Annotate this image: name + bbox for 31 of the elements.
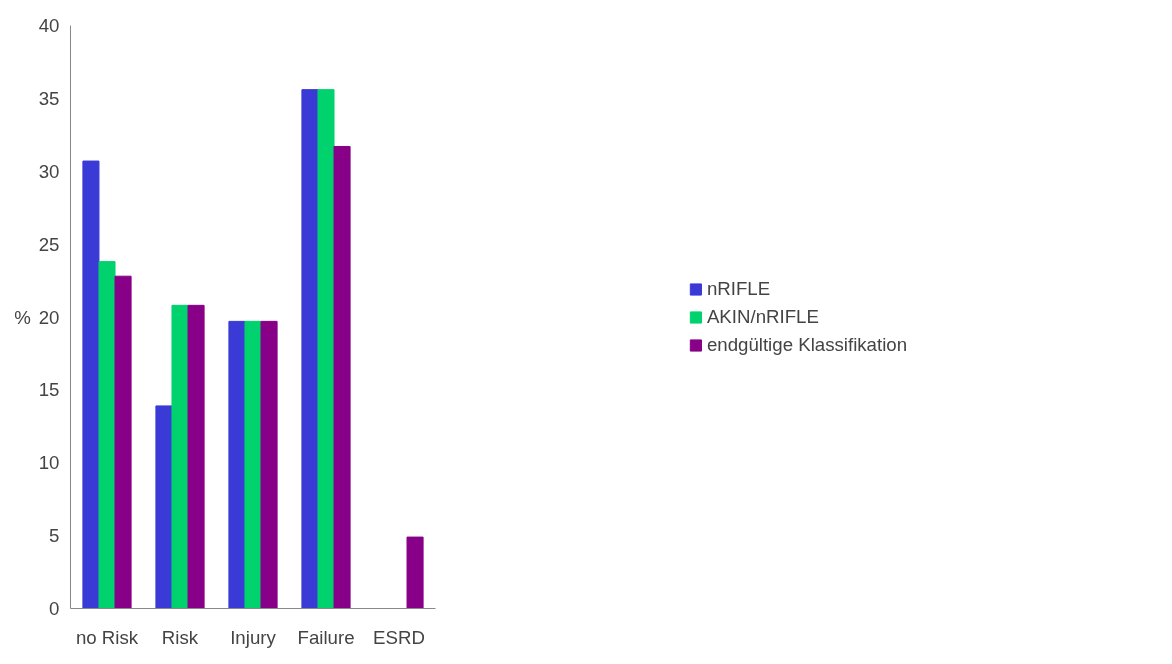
bar <box>171 304 189 609</box>
bar <box>82 160 100 609</box>
bar <box>317 89 335 609</box>
y-tick-label: 15 <box>38 379 60 401</box>
legend-label: nRIFLE <box>706 277 771 300</box>
bar <box>228 320 246 609</box>
bar <box>260 320 278 609</box>
bar <box>187 304 205 609</box>
bar <box>333 145 351 609</box>
y-tick-label: 10 <box>38 452 60 474</box>
legend-label: AKIN/nRIFLE <box>706 305 819 328</box>
bar <box>301 89 319 609</box>
bar <box>114 275 132 609</box>
bar <box>244 320 262 609</box>
x-tick-label: ESRD <box>373 626 425 648</box>
x-tick-label: Injury <box>230 626 277 648</box>
bar <box>155 405 173 609</box>
y-tick-label: 0 <box>49 598 60 619</box>
legend-label: endgültige Klassifikation <box>706 333 908 356</box>
y-tick-label: 35 <box>38 87 60 109</box>
y-tick-label: 25 <box>38 233 60 255</box>
y-axis-title: % <box>14 306 31 328</box>
bar <box>406 536 424 609</box>
bar <box>98 261 116 609</box>
x-tick-label: Risk <box>161 626 199 648</box>
x-tick-label: Failure <box>297 626 355 648</box>
y-tick-label: 30 <box>38 160 60 182</box>
y-tick-label: 20 <box>38 306 60 328</box>
y-tick-label: 40 <box>38 15 60 36</box>
x-tick-label: no Risk <box>75 626 139 648</box>
y-tick-label: 5 <box>49 525 60 547</box>
